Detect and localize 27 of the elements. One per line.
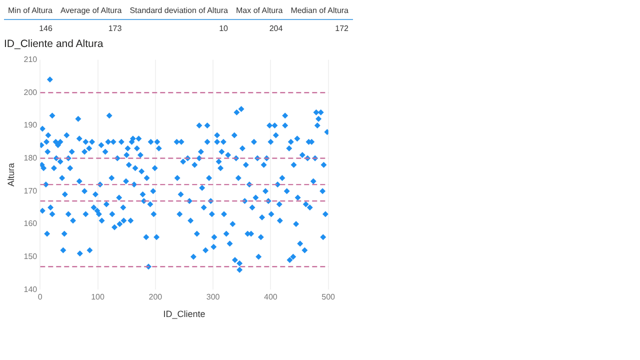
data-label: 173 — [107, 23, 123, 35]
x-tick-label: 400 — [264, 292, 278, 302]
chart-title: ID_Cliente and Altura — [4, 38, 104, 52]
data-label: 10 — [218, 23, 229, 35]
y-tick-label: 190 — [24, 120, 38, 130]
data-label: 172 — [334, 23, 350, 35]
y-tick-label: 150 — [24, 252, 38, 261]
category-label: Standard deviation of Altura — [126, 2, 232, 20]
y-tick-label: 140 — [24, 284, 38, 294]
y-tick-label: 170 — [24, 186, 38, 196]
category-label: Average of Altura — [56, 2, 126, 20]
data-label: 146 — [38, 23, 54, 35]
data-label: 204 — [268, 23, 284, 35]
y-tick-label: 200 — [24, 88, 38, 97]
x-tick-label: 500 — [322, 292, 336, 302]
x-tick-label: 200 — [148, 292, 163, 302]
y-tick-label: 160 — [24, 219, 38, 228]
x-tick-label: 0 — [38, 292, 43, 302]
category-label: Max of Altura — [232, 2, 287, 20]
y-tick-label: 210 — [24, 55, 38, 64]
category-label: Median of Altura — [286, 2, 352, 20]
y-axis-title: Altura — [6, 162, 16, 186]
x-axis-title: ID_Cliente — [163, 309, 206, 320]
x-tick-label: 300 — [206, 292, 220, 302]
y-tick-label: 180 — [24, 153, 38, 162]
x-tick-label: 100 — [91, 292, 105, 302]
category-label: Min of Altura — [4, 2, 56, 20]
